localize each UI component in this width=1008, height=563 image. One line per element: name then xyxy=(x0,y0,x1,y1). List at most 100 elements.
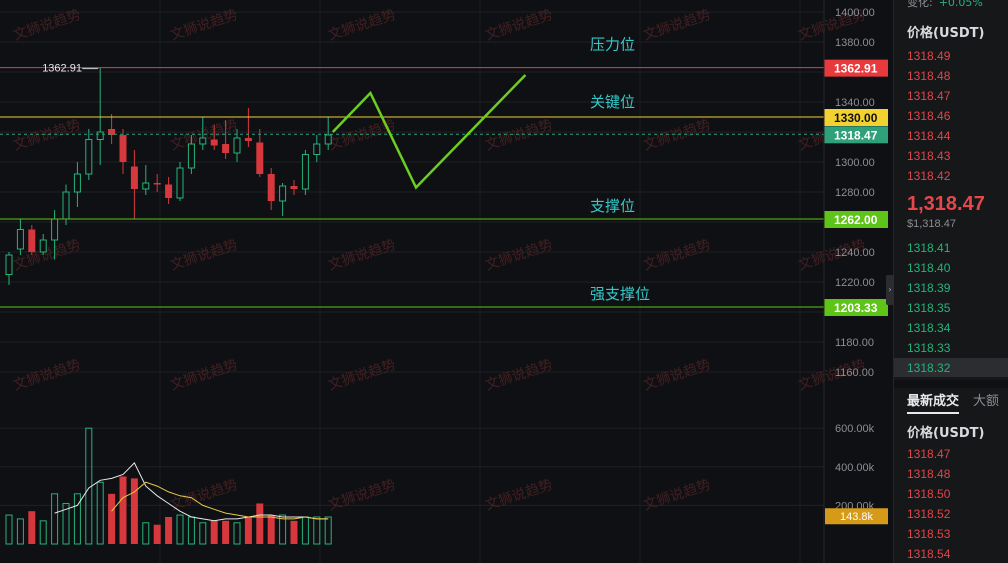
trade-row[interactable]: 1318.47 xyxy=(907,447,951,461)
volume-bar xyxy=(290,520,298,544)
trades-price-header: 价格(USDT) xyxy=(907,426,985,441)
level-label: 关键位 xyxy=(590,93,635,111)
projection-path xyxy=(331,74,527,190)
y-tick-label: 1240.00 xyxy=(835,247,875,259)
volume-bar xyxy=(244,516,252,544)
y-tick-label: 1220.00 xyxy=(835,277,875,289)
volume-bar xyxy=(324,516,332,545)
volume-bar xyxy=(142,522,150,545)
volume-bar xyxy=(51,493,59,545)
high-marker-label: 1362.91 xyxy=(42,63,82,75)
candle-body xyxy=(16,229,24,250)
ask-row[interactable]: 1318.42 xyxy=(907,169,951,183)
ask-row[interactable]: 1318.44 xyxy=(907,129,951,143)
last-price: 1,318.47 xyxy=(907,193,985,215)
candle-body xyxy=(313,143,321,155)
volume-bar xyxy=(16,518,24,545)
bid-row[interactable]: 1318.33 xyxy=(907,341,951,355)
volume-bar xyxy=(39,520,47,545)
level-price-tag-label: 1362.91 xyxy=(834,62,878,76)
candle-body xyxy=(222,144,230,153)
volume-bar xyxy=(233,522,241,545)
ask-row[interactable]: 1318.49 xyxy=(907,49,951,63)
volume-tick-label: 400.00k xyxy=(835,462,875,474)
level-label: 强支撑位 xyxy=(590,285,650,303)
bid-row[interactable]: 1318.35 xyxy=(907,301,951,315)
bid-row[interactable]: 1318.34 xyxy=(907,321,951,335)
volume-ma-slow-line xyxy=(111,481,329,520)
y-tick-label: 1340.00 xyxy=(835,97,875,109)
volume-tick-label: 600.00k xyxy=(835,423,875,435)
level-price-tag xyxy=(824,109,888,126)
candle-body xyxy=(5,254,13,275)
level-price-tag xyxy=(824,211,888,228)
bid-row[interactable]: 1318.32 xyxy=(907,361,951,375)
trade-row[interactable]: 1318.48 xyxy=(907,467,951,481)
ask-row[interactable]: 1318.47 xyxy=(907,89,951,103)
current-price-tag xyxy=(824,126,888,144)
tab-latest-trades[interactable]: 最新成交 xyxy=(907,394,960,414)
y-tick-label: 1300.00 xyxy=(835,157,875,169)
volume-bar xyxy=(313,516,321,545)
candle-body xyxy=(279,185,287,202)
volume-bar xyxy=(210,520,218,544)
ask-row[interactable]: 1318.43 xyxy=(907,149,951,163)
candle-body xyxy=(85,139,93,175)
candle-body xyxy=(73,173,81,193)
candle-body xyxy=(165,184,173,198)
level-price-tag-label: 1262.00 xyxy=(834,213,878,227)
volume-ma-fast-line xyxy=(54,462,329,522)
volume-bar xyxy=(119,476,127,544)
collapse-panel-handle[interactable]: › xyxy=(886,275,894,305)
level-price-tag xyxy=(824,59,888,77)
trade-row[interactable]: 1318.53 xyxy=(907,527,951,541)
candle-body xyxy=(96,131,104,140)
volume-bar xyxy=(96,481,104,545)
candle-body xyxy=(51,218,59,241)
y-tick-label: 1180.00 xyxy=(835,337,874,349)
level-price-tag-label: 1203.33 xyxy=(834,301,878,315)
y-tick-label: 1380.00 xyxy=(835,37,875,49)
candle-body xyxy=(119,135,127,162)
level-price-tag xyxy=(824,299,888,317)
trade-row[interactable]: 1318.52 xyxy=(907,507,951,521)
volume-bar xyxy=(222,520,230,544)
order-book-price-header: 价格(USDT) xyxy=(907,26,985,41)
candle-body xyxy=(210,139,218,146)
bid-row[interactable]: 1318.41 xyxy=(907,241,951,255)
change-readout: 变化: +0.05% xyxy=(907,0,983,10)
bid-row[interactable]: 1318.40 xyxy=(907,261,951,275)
trade-row[interactable]: 1318.54 xyxy=(907,547,951,561)
candle-body xyxy=(153,183,161,185)
bid-row[interactable]: 1318.39 xyxy=(907,281,951,295)
candle-body xyxy=(108,129,116,135)
trade-row[interactable]: 1318.50 xyxy=(907,487,951,501)
candle-body xyxy=(199,137,207,145)
last-price-usd: $1,318.47 xyxy=(907,218,956,230)
candle-body xyxy=(28,229,36,252)
volume-bar xyxy=(130,478,138,544)
candle-body xyxy=(233,137,241,154)
trade-tabs: 最新成交 大额 xyxy=(907,390,1000,414)
candle-body xyxy=(244,138,252,141)
volume-bar xyxy=(108,493,116,544)
y-tick-label: 1160.00 xyxy=(835,367,874,379)
volume-bar xyxy=(165,516,173,544)
candle-body xyxy=(39,239,47,253)
candle-body xyxy=(176,167,184,199)
selected-row-highlight xyxy=(894,358,1008,377)
tab-large-trades[interactable]: 大额 xyxy=(973,394,1000,409)
y-tick-label: 1280.00 xyxy=(835,187,875,199)
candle-body xyxy=(62,191,70,220)
level-label: 支撑位 xyxy=(590,197,635,215)
candle-body xyxy=(187,143,195,169)
y-tick-label: 1400.00 xyxy=(835,7,875,19)
volume-bar xyxy=(279,514,287,545)
ask-row[interactable]: 1318.46 xyxy=(907,109,951,123)
ask-row[interactable]: 1318.48 xyxy=(907,69,951,83)
volume-bar xyxy=(176,514,184,545)
panel-divider xyxy=(894,380,1008,388)
volume-bar xyxy=(28,511,36,544)
volume-bar xyxy=(5,514,13,545)
